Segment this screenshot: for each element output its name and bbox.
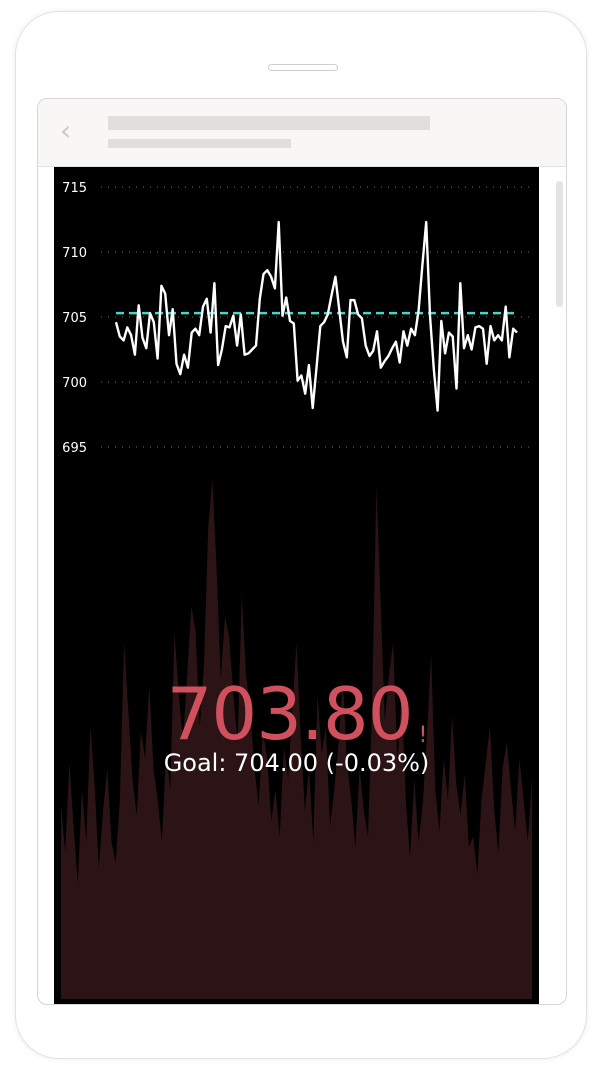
phone-speaker: [268, 64, 338, 71]
y-tick-label: 700: [62, 376, 87, 391]
phone-frame: ‹ 715 710 705 700 695 703.80! Goal: 704.00 (…: [15, 11, 587, 1059]
scrollbar[interactable]: [556, 181, 563, 307]
y-tick-label: 715: [62, 181, 87, 196]
alert-icon: !: [418, 723, 428, 748]
y-tick-label: 710: [62, 246, 87, 261]
kpi-goal: Goal: 704.00 (-0.03%): [163, 749, 430, 777]
y-axis: 715 710 705 700 695: [62, 181, 87, 456]
trend-line: [114, 220, 518, 412]
history-area-shape: [61, 480, 532, 999]
history-area: [61, 480, 532, 999]
trend-series: [114, 220, 518, 412]
gridlines: [101, 186, 529, 448]
report-subtitle-placeholder: [108, 139, 291, 148]
kpi-visual[interactable]: 715 710 705 700 695 703.80! Goal: 704.00 (-0…: [54, 167, 539, 1004]
kpi-chart: 715 710 705 700 695: [61, 181, 532, 999]
y-tick-label: 705: [62, 311, 87, 326]
kpi-value-text: 703.80: [166, 672, 414, 756]
app-screen: ‹ 715 710 705 700 695 703.80! Goal: 704.00 (…: [37, 98, 567, 1005]
kpi-card: 703.80! Goal: 704.00 (-0.03%): [54, 673, 539, 777]
report-title-placeholder: [108, 116, 430, 130]
kpi-value: 703.80!: [54, 673, 539, 755]
back-arrow-icon[interactable]: ‹: [60, 114, 72, 147]
app-header: ‹: [38, 99, 566, 167]
y-tick-label: 695: [62, 441, 87, 456]
